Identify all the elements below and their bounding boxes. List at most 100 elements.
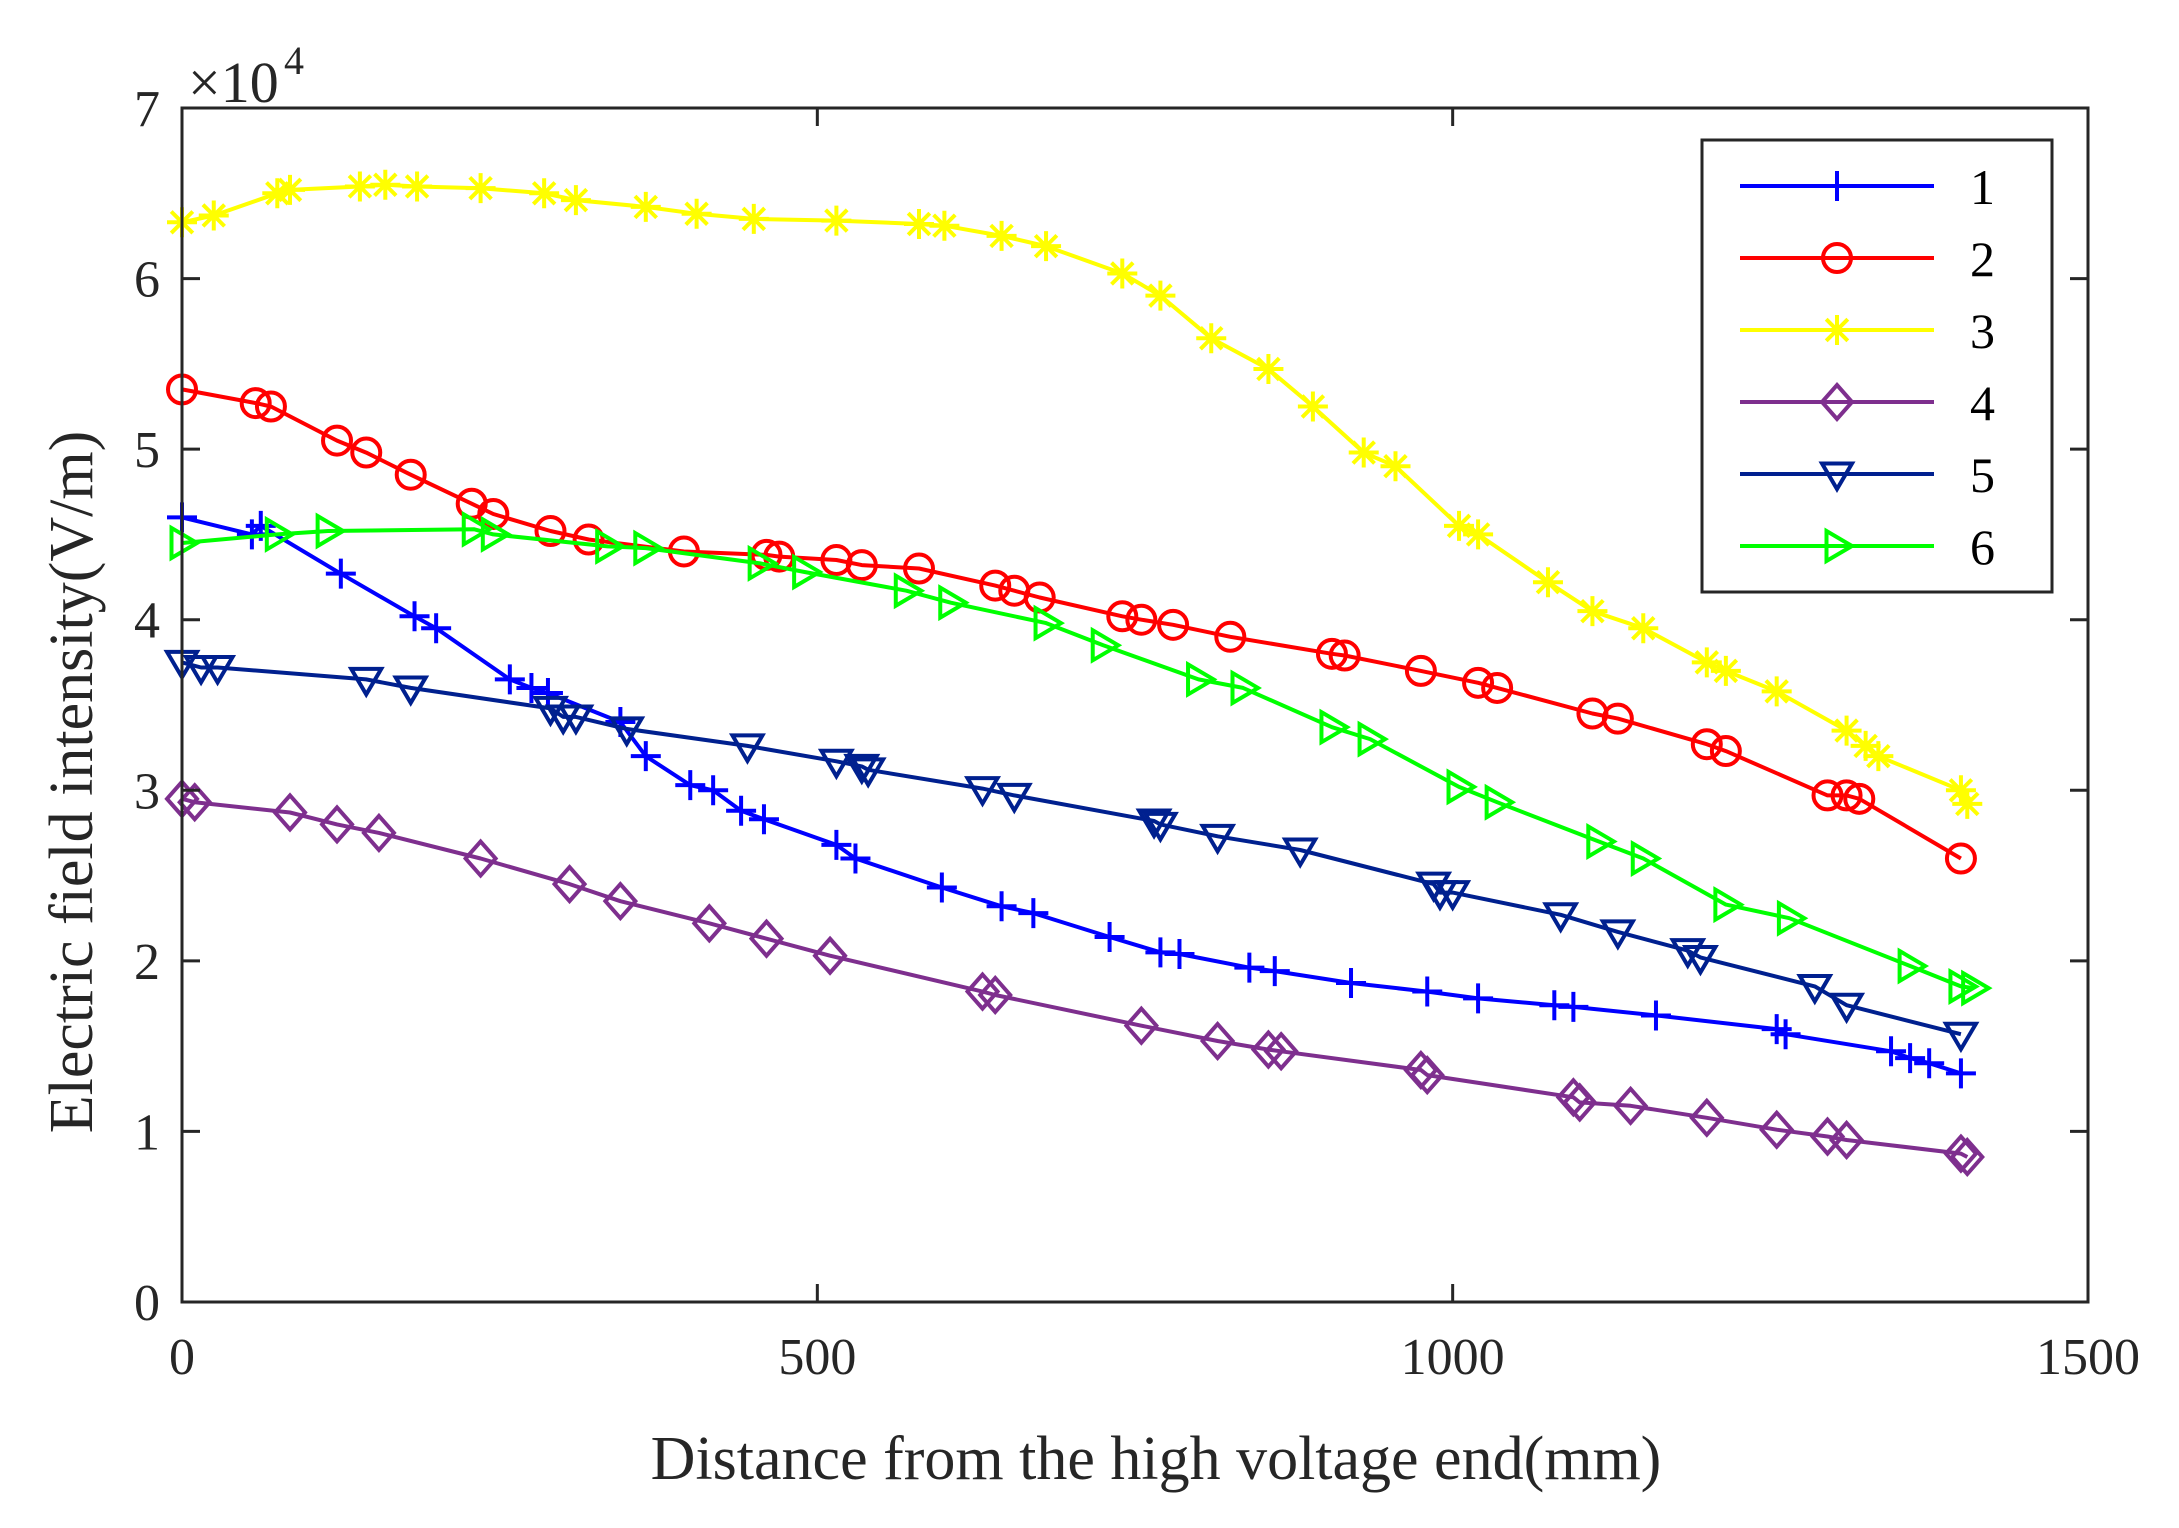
series-3-point (1380, 451, 1411, 482)
series-3-point (1691, 647, 1722, 678)
series-1-point (698, 775, 729, 806)
series-4-point (1828, 1119, 1865, 1160)
series-6-point (595, 527, 627, 565)
series-5-point (608, 716, 646, 748)
y-multiplier-exponent: 4 (284, 38, 304, 83)
series-2-point (477, 497, 510, 530)
series-1-point (926, 872, 957, 903)
series-3-point (1945, 775, 1976, 806)
legend-marker-6 (1824, 527, 1856, 565)
series-4-point (1949, 1136, 1985, 1178)
series-3 (167, 169, 1983, 819)
series-5-point (728, 733, 766, 765)
series-1-point (516, 672, 547, 703)
series-5-point (1796, 973, 1834, 1006)
legend: 1 2 3 4 5 6 (1700, 138, 2054, 594)
series-1-point (1945, 1058, 1976, 1089)
series-2-point (1944, 842, 1977, 875)
series-1-point (399, 601, 430, 632)
series-2-point (534, 515, 567, 548)
series-4-point (691, 903, 727, 944)
series-4-point (361, 812, 397, 853)
series-5-point (531, 695, 569, 728)
series-6-point (938, 584, 970, 622)
series-4-point (1562, 1082, 1598, 1123)
series-3-point (929, 210, 960, 241)
series-6-point (1630, 840, 1663, 878)
series-5-point (1828, 992, 1866, 1025)
series-3-point (529, 178, 560, 209)
series-3-point (262, 178, 293, 209)
series-4-point (1943, 1133, 1979, 1174)
series-5-point (199, 654, 237, 687)
series-3-point (1297, 391, 1328, 422)
series-1-point (532, 678, 563, 709)
series-1-point (1094, 921, 1125, 952)
series-6-point (1230, 669, 1262, 707)
legend-marker-2 (1821, 242, 1853, 274)
y-multiplier-base: ×10 (188, 50, 279, 115)
series-3-point (986, 220, 1017, 251)
series-6-point (1776, 899, 1809, 937)
series-1-point (1018, 898, 1049, 929)
series-6-point (1186, 660, 1218, 698)
series-3-point (1348, 437, 1379, 468)
series-5-point (843, 753, 881, 786)
legend-item-4: 4 (1740, 375, 1995, 431)
series-6-point (1090, 626, 1123, 664)
series-2-point (979, 569, 1012, 602)
series-3-point (1253, 353, 1284, 384)
series-4-point (1250, 1029, 1287, 1070)
series-4-point (551, 864, 588, 905)
series-6-point (792, 553, 824, 591)
series-1-point (630, 741, 661, 772)
series-4-point (748, 918, 785, 959)
series-2-point (845, 549, 878, 582)
series-6-point (169, 524, 201, 562)
series-4-point (1199, 1021, 1236, 1062)
series-1-point (840, 843, 871, 874)
series-6-point (480, 515, 513, 553)
series-1-point (726, 795, 757, 826)
series-6-point (1713, 886, 1745, 924)
series-3-point (1952, 788, 1983, 819)
series-5-point (347, 666, 385, 699)
series-3-point (344, 171, 375, 202)
series-1-point (1914, 1048, 1945, 1079)
legend-marker-3 (1822, 315, 1852, 345)
series-2-point (394, 458, 427, 491)
ticks-layer: 0 500 1000 1500 0 1 2 3 4 5 6 7 (134, 81, 2140, 1386)
series-2-point (1125, 603, 1158, 636)
series-6-point (264, 515, 297, 553)
series-6 (169, 510, 1993, 1007)
series-5-point (1542, 902, 1580, 934)
y-tick-label: 1 (134, 1104, 160, 1161)
series-6-point (461, 510, 494, 548)
legend-item-1: 1 (1740, 159, 1995, 215)
series-3-point (630, 191, 661, 222)
series-3-point (1107, 258, 1138, 289)
series-6-point (747, 544, 780, 582)
series-4-point (319, 804, 355, 845)
series-layer (163, 169, 1993, 1178)
series-6-point (1319, 708, 1351, 746)
series-3-point (821, 205, 852, 236)
y-tick-label: 7 (134, 81, 160, 138)
series-3-point (1031, 231, 1062, 262)
x-tick-label: 500 (778, 1329, 856, 1386)
legend-item-2: 2 (1740, 231, 1995, 287)
series-5-point (817, 748, 855, 781)
series-2-point (1830, 779, 1863, 812)
axes-layer (180, 106, 2090, 1304)
series-2-point (1328, 639, 1361, 672)
series-5-point (1199, 823, 1237, 856)
series-3-point (1831, 715, 1862, 746)
y-tick-label: 2 (134, 934, 160, 991)
y-tick-label: 6 (134, 252, 160, 309)
series-2-point (239, 387, 272, 420)
series-2-point (1106, 600, 1139, 633)
series-6-point (1484, 783, 1517, 821)
series-4-point (1689, 1097, 1725, 1138)
series-2-point (1690, 728, 1723, 761)
